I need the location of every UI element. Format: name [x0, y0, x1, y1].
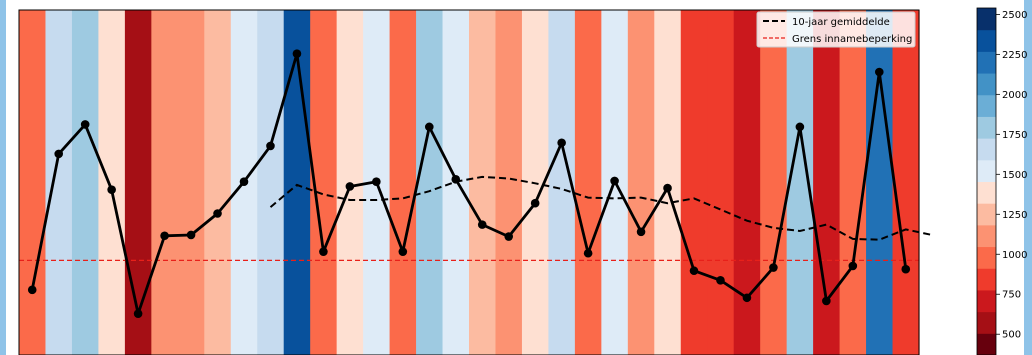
colorbar-tick-label-0: 500 — [1002, 330, 1021, 341]
colorbar-segment-0 — [977, 333, 996, 355]
average-line — [269, 175, 933, 241]
yearly-point-31 — [848, 261, 858, 271]
stripe-15 — [416, 10, 444, 355]
stripe-7 — [204, 10, 232, 355]
stripe-14 — [389, 10, 417, 355]
stripe-4 — [124, 10, 152, 355]
yearly-point-3 — [107, 185, 116, 194]
stripe-33 — [892, 10, 920, 355]
yearly-point-17 — [477, 220, 487, 229]
colorbar-tick-label-5: 1750 — [1002, 130, 1027, 141]
colorbar-segment-11 — [977, 94, 996, 117]
yearly-point-1 — [54, 149, 64, 159]
yearly-point-23 — [636, 227, 646, 237]
colorbar-tick-label-3: 1250 — [1002, 210, 1027, 221]
yearly-point-28 — [769, 263, 778, 272]
yearly-point-5 — [160, 231, 169, 241]
colorbar-segment-7 — [977, 181, 996, 204]
stripe-32 — [866, 10, 894, 355]
stripe-9 — [257, 10, 285, 355]
stripe-24 — [654, 10, 682, 355]
yearly-point-22 — [610, 176, 619, 186]
legend: 10-jaar gemiddelde Grens innamebeperking — [756, 11, 916, 48]
colorbar-segment-1 — [977, 311, 996, 334]
colorbar-tick-label-1: 750 — [1002, 290, 1021, 301]
yearly-point-4 — [133, 309, 143, 318]
colorbar-tick-label-4: 1500 — [1002, 170, 1027, 181]
stripe-10 — [283, 10, 311, 355]
colorbar-segment-3 — [977, 268, 996, 291]
stripe-17 — [469, 10, 497, 355]
colorbar-segment-4 — [977, 246, 996, 269]
stripe-28 — [760, 10, 788, 355]
yearly-line — [30, 52, 908, 316]
yearly-point-25 — [689, 266, 699, 276]
plot-frame — [18, 9, 920, 355]
legend-label-limit: Grens innamebeperking — [792, 34, 912, 45]
yearly-point-9 — [266, 141, 275, 151]
yearly-point-16 — [451, 175, 461, 184]
colorbar-tick-label-8: 2500 — [1002, 10, 1027, 21]
legend-box — [756, 11, 916, 48]
yearly-point-26 — [716, 275, 725, 285]
colorbar-tick-label-2: 1000 — [1002, 250, 1027, 261]
stripe-27 — [733, 10, 761, 355]
colorbar-segment-15 — [977, 8, 996, 31]
yearly-point-6 — [186, 230, 196, 240]
legend-label-average: 10-jaar gemiddelde — [792, 17, 890, 28]
colorbar-segment-2 — [977, 289, 996, 313]
yearly-point-2 — [80, 120, 90, 129]
stripe-1 — [45, 10, 73, 355]
colorbar-segment-5 — [977, 224, 996, 248]
stripe-5 — [151, 10, 179, 355]
stripe-18 — [495, 10, 523, 355]
stripe-3 — [98, 10, 126, 355]
colorbar: 500 750 1000 1250 1500 1750 2000 2250 2500 — [976, 7, 1027, 355]
yearly-point-0 — [27, 285, 37, 295]
yearly-point-12 — [345, 182, 355, 191]
yearly-point-29 — [795, 122, 805, 132]
stripe-2 — [71, 10, 100, 355]
yearly-point-15 — [424, 122, 434, 132]
stripe-23 — [627, 10, 655, 355]
yearly-point-19 — [530, 198, 540, 208]
yearly-point-8 — [239, 177, 249, 187]
yearly-point-14 — [398, 247, 408, 256]
yearly-point-24 — [663, 183, 672, 193]
yearly-point-27 — [742, 293, 752, 303]
yearly-line-group — [27, 49, 911, 318]
stripe-6 — [177, 10, 205, 355]
yearly-point-21 — [583, 248, 593, 258]
yearly-point-32 — [874, 67, 884, 77]
yearly-point-11 — [319, 247, 328, 256]
colorbar-frame — [976, 7, 997, 355]
stripe-0 — [19, 10, 47, 355]
stripe-26 — [707, 10, 735, 355]
colorbar-tick-label-7: 2250 — [1002, 50, 1027, 61]
stripe-21 — [574, 10, 602, 355]
yearly-point-20 — [557, 138, 566, 148]
yearly-point-33 — [901, 264, 911, 274]
stripe-25 — [680, 10, 708, 355]
yearly-point-30 — [822, 296, 831, 306]
yearly-point-7 — [213, 209, 222, 218]
colorbar-segment-10 — [977, 116, 996, 139]
colorbar-segment-6 — [977, 203, 996, 226]
colorbar-segment-9 — [977, 138, 996, 161]
yearly-point-10 — [292, 49, 302, 59]
colorbar-segment-13 — [977, 51, 996, 74]
yearly-point-18 — [504, 232, 514, 241]
average-line-group — [269, 175, 933, 241]
colorbar-segment-12 — [977, 73, 996, 96]
colorbar-segment-8 — [977, 159, 996, 182]
stripe-31 — [839, 10, 867, 355]
yearly-point-13 — [372, 177, 381, 187]
stripes-group — [19, 10, 920, 355]
colorbar-tick-label-6: 2000 — [1002, 90, 1027, 101]
colorbar-segment-14 — [977, 29, 996, 52]
